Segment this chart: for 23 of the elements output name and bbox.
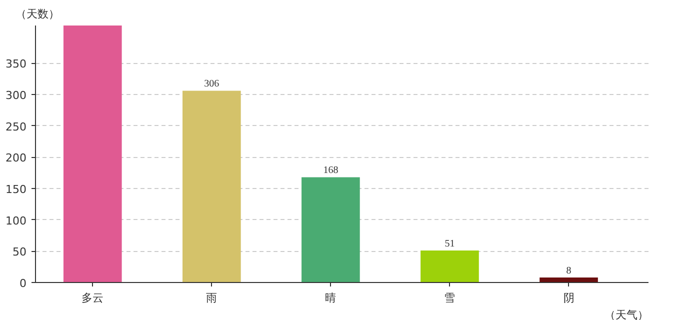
x-tick-label: 雪 — [444, 292, 456, 304]
bar — [540, 277, 598, 282]
bar — [420, 250, 479, 282]
y-axis-title: （天数） — [16, 8, 60, 20]
data-label: 8 — [566, 265, 572, 276]
x-tick-label: 阴 — [563, 292, 574, 304]
x-tick-label: 多云 — [82, 292, 104, 304]
y-tick-label: 250 — [6, 120, 27, 134]
x-tick-label: 晴 — [325, 292, 336, 304]
y-tick-label: 200 — [6, 152, 27, 165]
x-tick-label: 雨 — [206, 292, 218, 304]
bar — [63, 26, 122, 282]
data-label: 306 — [204, 78, 220, 90]
y-tick-label: 0 — [20, 277, 26, 290]
data-label: 51 — [444, 238, 455, 250]
y-tick-label: 100 — [6, 214, 27, 228]
data-label: 168 — [323, 165, 338, 176]
y-tick-label: 50 — [12, 246, 27, 259]
y-tick-label: 350 — [6, 58, 27, 71]
y-tick-label: 300 — [6, 88, 27, 102]
bar — [182, 90, 241, 282]
bar — [302, 177, 360, 282]
y-tick-label: 150 — [6, 182, 27, 196]
